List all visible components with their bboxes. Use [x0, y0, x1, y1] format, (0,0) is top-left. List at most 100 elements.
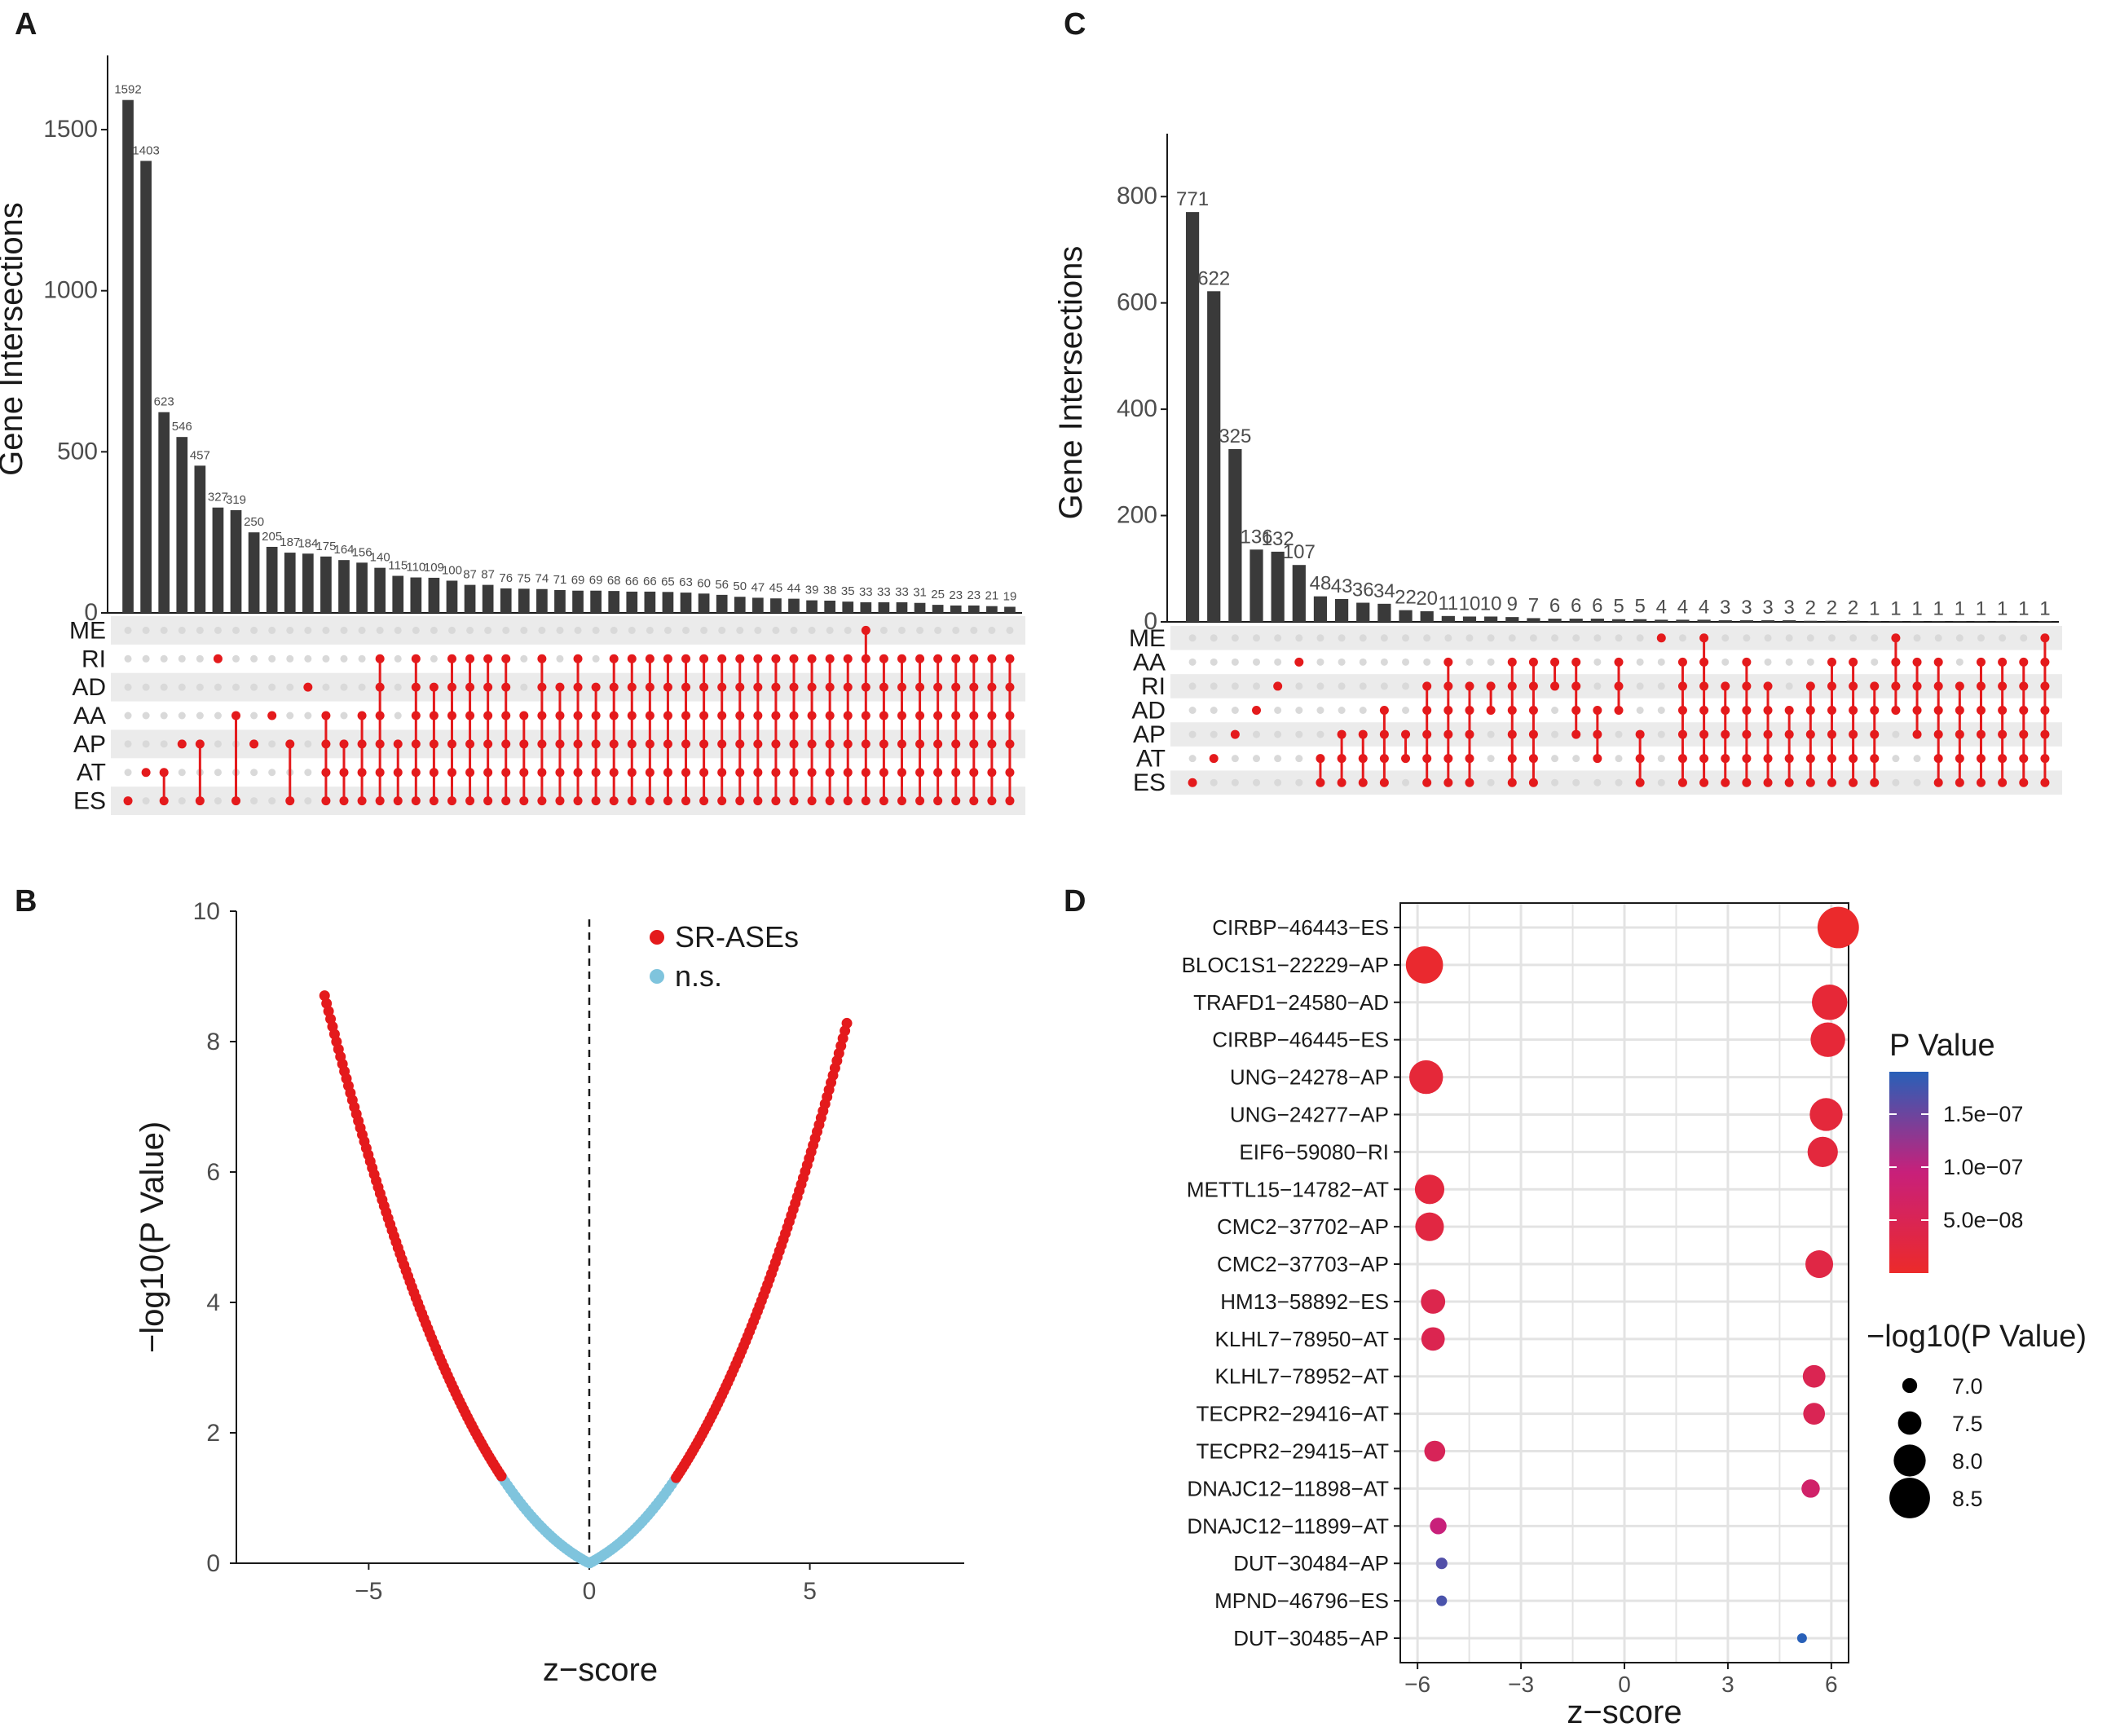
- x-tick-label: −5: [355, 1578, 382, 1605]
- matrix-dot-off: [484, 626, 492, 634]
- matrix-dot-on: [735, 796, 745, 806]
- matrix-dot-off: [340, 683, 348, 691]
- matrix-dot-on: [1784, 778, 1794, 787]
- matrix-dot-on: [411, 739, 421, 749]
- set-label-ad: AD: [1131, 698, 1166, 725]
- matrix-dot-off: [1316, 730, 1324, 738]
- matrix-dot-off: [250, 712, 258, 720]
- matrix-dot-off: [520, 654, 528, 663]
- matrix-dot-on: [897, 796, 906, 806]
- matrix-dot-off: [628, 626, 636, 634]
- matrix-dot-on: [861, 739, 870, 749]
- matrix-dot-on: [735, 682, 745, 692]
- row-label: HM13−58892−ES: [1220, 1289, 1389, 1314]
- matrix-dot-off: [394, 654, 402, 663]
- dot-point: [1817, 906, 1859, 949]
- matrix-dot-on: [1593, 729, 1602, 739]
- bar-value-label: 35: [841, 584, 855, 598]
- set-label-es: ES: [1133, 769, 1166, 796]
- matrix-dot-on: [1955, 681, 1964, 691]
- x-axis-title: z−score: [543, 1652, 658, 1688]
- bar-1: [122, 99, 134, 613]
- y-tick-label: 10: [193, 898, 220, 925]
- matrix-dot-off: [1316, 682, 1324, 690]
- matrix-dot-off: [232, 654, 240, 663]
- matrix-dot-off: [646, 626, 654, 634]
- matrix-dot-on: [1358, 754, 1368, 764]
- matrix-dot-off: [1764, 658, 1772, 666]
- bar-value-label: 23: [967, 588, 981, 602]
- bar-1: [1185, 212, 1200, 622]
- matrix-dot-off: [340, 654, 348, 663]
- bar-7: [230, 509, 242, 613]
- matrix-dot-on: [2019, 729, 2029, 739]
- size-legend-title: −log10(P Value): [1867, 1320, 2087, 1354]
- matrix-dot-on: [825, 682, 835, 692]
- bar-value-label: 36: [1352, 579, 1374, 601]
- matrix-dot-on: [789, 768, 799, 778]
- matrix-dot-on: [357, 768, 367, 778]
- matrix-dot-off: [718, 626, 726, 634]
- matrix-dot-on: [1742, 754, 1752, 764]
- matrix-dot-on: [1742, 706, 1752, 715]
- matrix-dot-on: [1699, 729, 1709, 739]
- matrix-dot-on: [609, 739, 619, 749]
- matrix-dot-off: [268, 797, 276, 805]
- matrix-dot-on: [969, 682, 979, 692]
- bar-2: [140, 161, 152, 614]
- matrix-dot-on: [1870, 778, 1880, 787]
- matrix-dot-on: [1763, 778, 1773, 787]
- matrix-dot-off: [1402, 634, 1410, 642]
- matrix-dot-off: [1188, 707, 1197, 714]
- matrix-dot-on: [483, 682, 493, 692]
- matrix-dot-on: [1955, 754, 1964, 764]
- matrix-dot-off: [1380, 658, 1388, 666]
- matrix-dot-on: [1955, 729, 1964, 739]
- matrix-dot-off: [1231, 682, 1239, 690]
- matrix-dot-on: [645, 654, 655, 663]
- matrix-dot-off: [1572, 778, 1580, 786]
- matrix-dot-on: [231, 711, 241, 720]
- matrix-dot-off: [1806, 658, 1814, 666]
- matrix-dot-on: [807, 711, 817, 720]
- matrix-dot-off: [1402, 682, 1410, 690]
- matrix-dot-off: [142, 712, 150, 720]
- matrix-dot-on: [825, 654, 835, 663]
- dot-point: [1809, 1098, 1843, 1131]
- set-label-aa: AA: [73, 703, 106, 729]
- matrix-dot-on: [1005, 768, 1015, 778]
- matrix-dot-on: [1422, 706, 1432, 715]
- matrix-dot-on: [1998, 681, 2008, 691]
- matrix-dot-on: [1805, 778, 1815, 787]
- matrix-dot-on: [987, 739, 997, 749]
- matrix-dot-off: [160, 626, 168, 634]
- matrix-dot-off: [844, 626, 852, 634]
- size-legend-label: 7.0: [1952, 1374, 1983, 1399]
- matrix-dot-off: [592, 626, 600, 634]
- matrix-dot-on: [609, 768, 619, 778]
- bar-value-label: 136: [1240, 526, 1272, 548]
- set-label-me: ME: [1129, 625, 1166, 652]
- matrix-dot-on: [861, 625, 870, 635]
- matrix-dot-on: [771, 654, 781, 663]
- dot-point: [1436, 1595, 1448, 1606]
- dot-point: [1435, 1558, 1448, 1570]
- bar-8: [248, 532, 260, 613]
- bar-27: [590, 590, 602, 613]
- y-tick-label: 0: [1144, 608, 1157, 635]
- set-label-ri: RI: [82, 645, 106, 672]
- matrix-dot-on: [501, 768, 511, 778]
- matrix-dot-on: [753, 739, 763, 749]
- matrix-dot-on: [1316, 754, 1325, 764]
- matrix-dot-on: [465, 654, 475, 663]
- matrix-dot-on: [699, 768, 709, 778]
- matrix-dot-on: [645, 739, 655, 749]
- matrix-dot-off: [1593, 682, 1602, 690]
- matrix-dot-on: [1849, 706, 1858, 715]
- matrix-dot-on: [2019, 706, 2029, 715]
- row-label: MPND−46796−ES: [1214, 1588, 1389, 1613]
- matrix-dot-on: [1550, 681, 1560, 691]
- matrix-dot-on: [1507, 706, 1517, 715]
- matrix-dot-off: [1210, 730, 1218, 738]
- matrix-dot-on: [573, 654, 583, 663]
